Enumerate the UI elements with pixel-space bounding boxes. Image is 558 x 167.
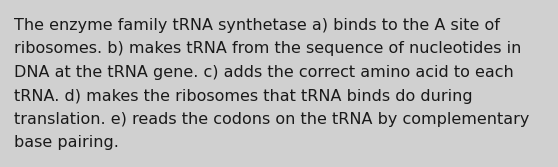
Text: The enzyme family tRNA synthetase a) binds to the A site of: The enzyme family tRNA synthetase a) bin… <box>14 18 500 33</box>
Text: ribosomes. b) makes tRNA from the sequence of nucleotides in: ribosomes. b) makes tRNA from the sequen… <box>14 42 521 56</box>
Text: tRNA. d) makes the ribosomes that tRNA binds do during: tRNA. d) makes the ribosomes that tRNA b… <box>14 89 473 104</box>
Text: translation. e) reads the codons on the tRNA by complementary: translation. e) reads the codons on the … <box>14 112 530 127</box>
Text: DNA at the tRNA gene. c) adds the correct amino acid to each: DNA at the tRNA gene. c) adds the correc… <box>14 65 514 80</box>
Text: base pairing.: base pairing. <box>14 135 119 150</box>
